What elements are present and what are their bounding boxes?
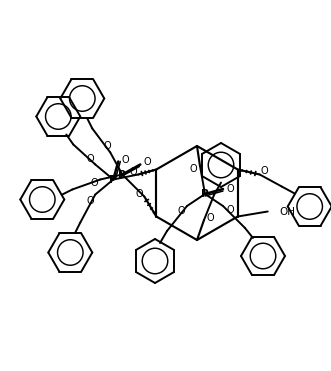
Text: O: O [177,206,185,216]
Text: O: O [226,205,234,215]
Text: O: O [135,188,143,198]
Text: O: O [104,141,111,151]
Text: O: O [143,157,151,167]
Text: OH: OH [280,207,296,217]
Text: O: O [129,167,137,177]
Text: O: O [86,154,94,164]
Text: O: O [189,164,197,174]
Text: P: P [110,174,117,184]
Text: O: O [86,196,94,206]
Text: O: O [206,213,214,223]
Text: O: O [121,154,129,164]
Text: O: O [261,167,268,177]
Text: P: P [118,170,126,180]
Text: O: O [90,177,98,187]
Text: P: P [201,189,209,199]
Text: O: O [226,184,234,194]
